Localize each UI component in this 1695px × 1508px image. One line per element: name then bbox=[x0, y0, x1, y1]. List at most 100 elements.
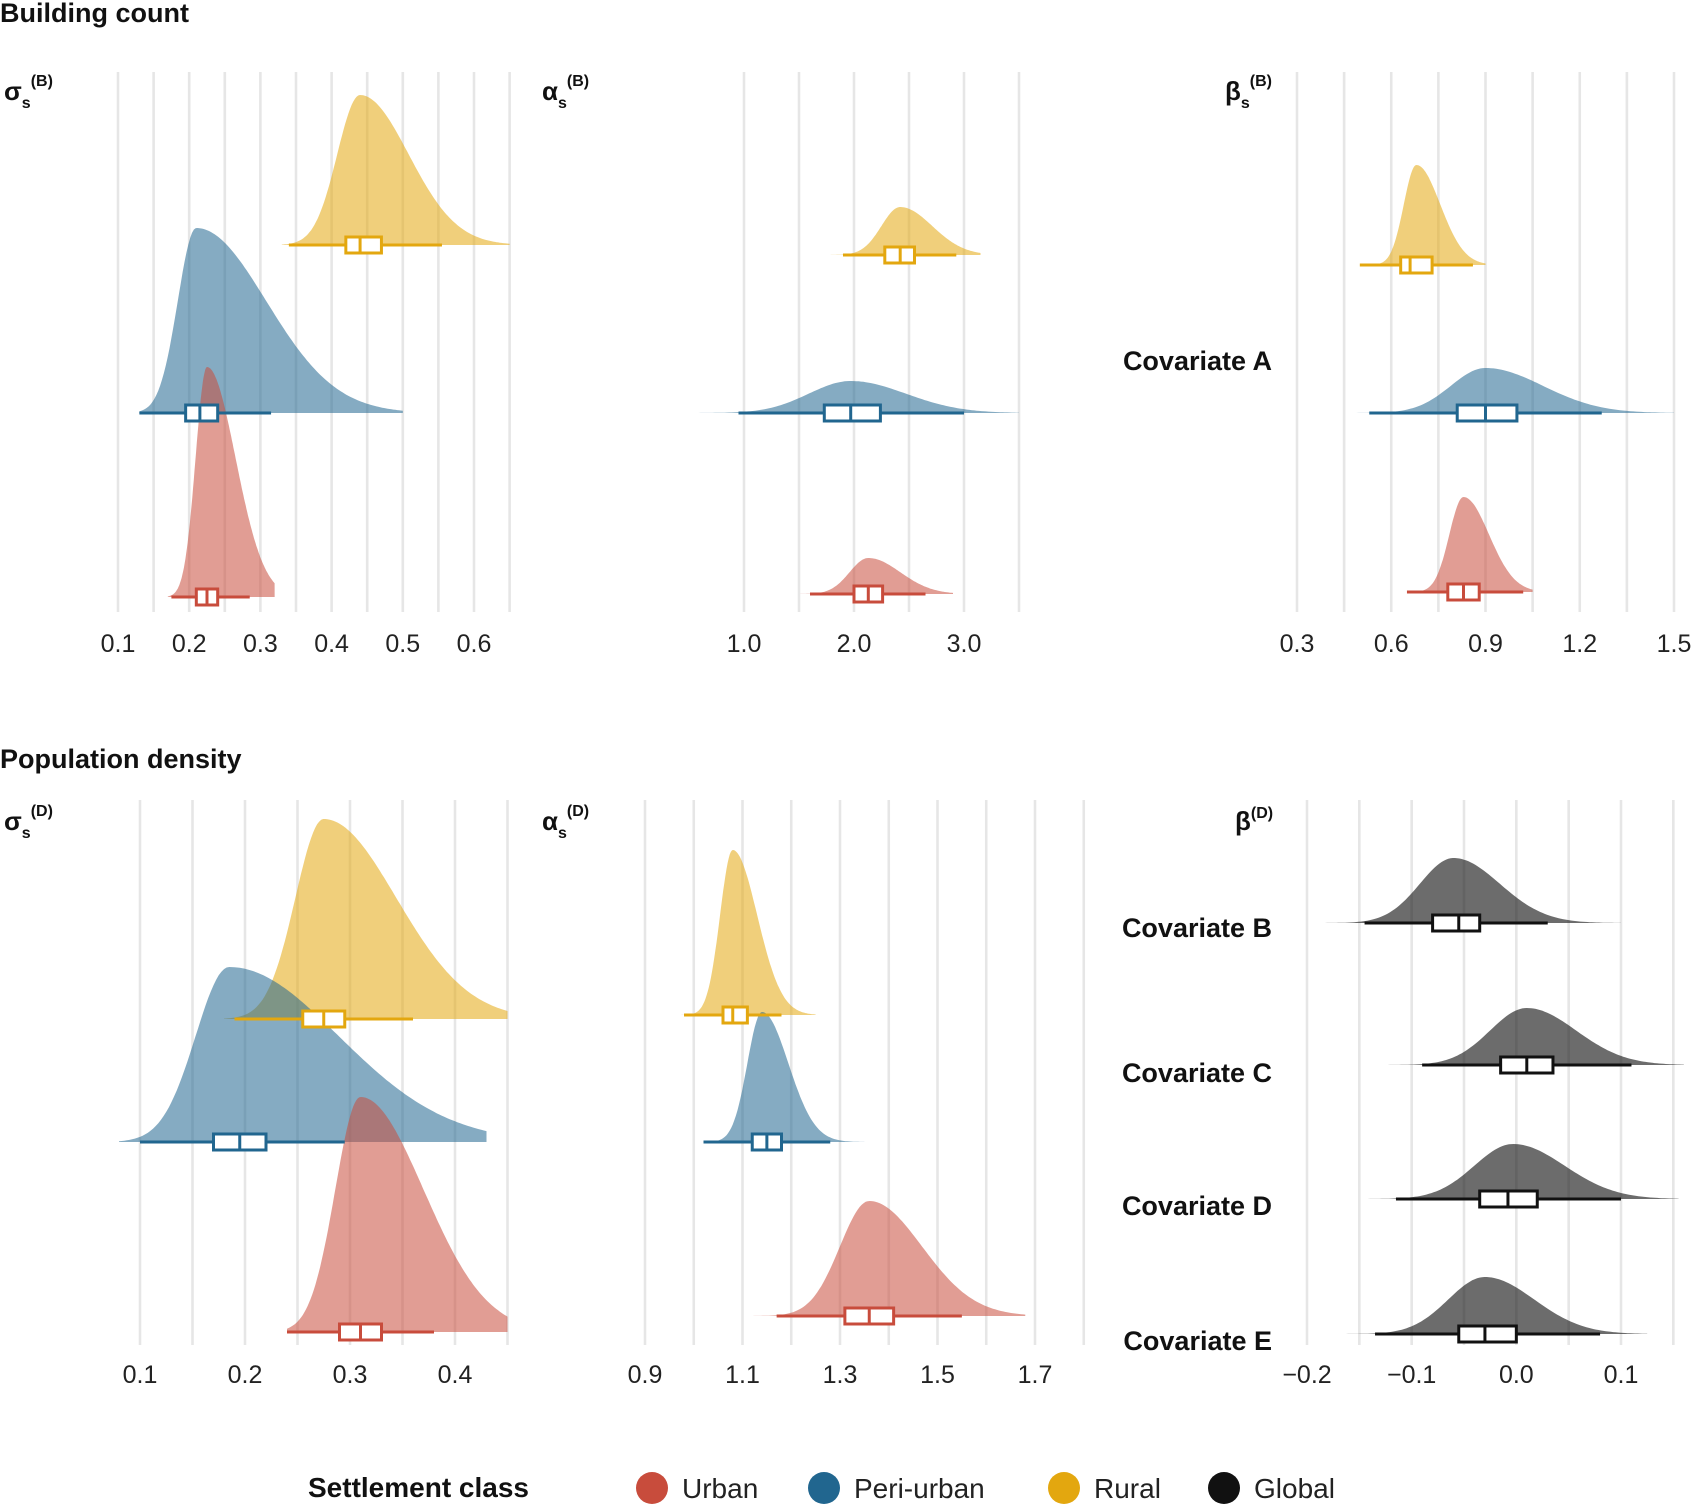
x-tick-label: 0.2 bbox=[172, 630, 207, 658]
density-global bbox=[1307, 858, 1621, 923]
panel-title: αs(B) bbox=[542, 73, 589, 112]
panel-title-sup: (B) bbox=[31, 73, 53, 90]
x-tick-label: 0.3 bbox=[333, 1361, 368, 1389]
legend-swatch-urban bbox=[636, 1472, 668, 1504]
x-tick-label: −0.1 bbox=[1387, 1361, 1436, 1389]
density-periurban bbox=[119, 967, 487, 1142]
density-periurban bbox=[139, 228, 403, 413]
density-periurban bbox=[689, 381, 1019, 413]
density-periurban bbox=[645, 1012, 865, 1142]
x-tick-label: 0.0 bbox=[1499, 1361, 1534, 1389]
legend-swatch-periurban bbox=[808, 1472, 840, 1504]
panel-3: 0.3 0.6 0.9 1.2 1.5 βs(B) Covariate A bbox=[1123, 72, 1691, 658]
x-tick-label: 1.1 bbox=[725, 1361, 760, 1389]
panel-title-sub: s bbox=[558, 825, 567, 842]
panel-5: 0.9 1.1 1.3 1.5 1.7 αs(D) bbox=[542, 800, 1086, 1389]
legend-label: Urban bbox=[682, 1473, 758, 1504]
panel-title-symbol: σ bbox=[4, 806, 22, 836]
panel-title-sub: s bbox=[22, 825, 31, 842]
x-tick-label: 0.5 bbox=[385, 630, 420, 658]
panel-title-sub: s bbox=[1241, 95, 1250, 112]
density-urban bbox=[788, 558, 953, 594]
x-tick-label: 0.6 bbox=[1374, 630, 1409, 658]
panel-title-sup: (D) bbox=[31, 803, 53, 820]
density-urban bbox=[742, 1201, 1026, 1316]
legend-label: Rural bbox=[1094, 1473, 1161, 1504]
density-global bbox=[1369, 1008, 1684, 1065]
panel-title: σs(D) bbox=[4, 803, 53, 842]
box-periurban bbox=[1455, 403, 1519, 423]
x-tick-label: 0.4 bbox=[438, 1361, 473, 1389]
x-tick-label: 1.0 bbox=[727, 630, 762, 658]
row-label: Covariate D bbox=[1122, 1191, 1272, 1221]
x-tick-label: 1.7 bbox=[1018, 1361, 1053, 1389]
box-rural bbox=[1399, 255, 1434, 275]
box-global bbox=[1457, 1324, 1518, 1344]
legend-swatch-global bbox=[1208, 1472, 1240, 1504]
panel-title-symbol: α bbox=[542, 76, 558, 106]
panel-title-sup: (D) bbox=[567, 803, 589, 820]
x-tick-label: 1.3 bbox=[823, 1361, 858, 1389]
x-tick-label: 0.3 bbox=[243, 630, 278, 658]
density-rural bbox=[224, 819, 508, 1019]
legend-label: Peri-urban bbox=[854, 1473, 985, 1504]
panel-title-symbol: β bbox=[1225, 76, 1241, 106]
x-tick-label: 0.6 bbox=[457, 630, 492, 658]
box-rural bbox=[721, 1005, 749, 1025]
row-label: Covariate C bbox=[1122, 1058, 1272, 1088]
x-tick-label: 2.0 bbox=[837, 630, 872, 658]
panel-title: αs(D) bbox=[542, 803, 589, 842]
panel-title-symbol: β bbox=[1235, 806, 1251, 836]
x-tick-label: −0.2 bbox=[1282, 1361, 1331, 1389]
panel-4: 0.1 0.2 0.3 0.4 σs(D) bbox=[4, 800, 509, 1389]
panel-6: −0.2 −0.1 0.0 0.1 β(D) Covariate B Covariate C… bbox=[1122, 800, 1684, 1389]
x-tick-label: 3.0 bbox=[947, 630, 982, 658]
row-label: Covariate A bbox=[1123, 346, 1272, 376]
panel-2: 1.0 2.0 3.0 αs(B) bbox=[542, 72, 1021, 658]
density-rural bbox=[281, 95, 510, 245]
panel-title-symbol: α bbox=[542, 806, 558, 836]
panel-title: β(D) bbox=[1235, 805, 1273, 836]
x-tick-label: 0.9 bbox=[1468, 630, 1503, 658]
section-title-building: Building count bbox=[0, 0, 189, 28]
row-label: Covariate E bbox=[1123, 1326, 1272, 1356]
panel-title-sup: (B) bbox=[1250, 73, 1272, 90]
box-rural bbox=[344, 235, 383, 255]
panel-title: σs(B) bbox=[4, 73, 53, 112]
density-urban bbox=[1391, 497, 1533, 592]
x-tick-label: 0.1 bbox=[101, 630, 136, 658]
x-tick-label: 0.3 bbox=[1280, 630, 1315, 658]
density-global bbox=[1307, 1277, 1648, 1334]
panel-title-sub: s bbox=[558, 95, 567, 112]
x-tick-label: 0.4 bbox=[314, 630, 349, 658]
x-tick-label: 0.2 bbox=[228, 1361, 263, 1389]
density-rural bbox=[821, 207, 981, 255]
panels: 0.1 0.2 0.3 0.4 0.5 0.6σs(B)1.0 2.0 3.0αs(B)0.3… bbox=[4, 72, 1691, 1389]
legend: Settlement class Urban Peri-urban Rural Glo… bbox=[308, 1472, 1335, 1504]
panel-title-sup: (B) bbox=[567, 73, 589, 90]
density-rural bbox=[1359, 165, 1486, 265]
legend-title: Settlement class bbox=[308, 1472, 529, 1503]
box-periurban bbox=[822, 403, 882, 423]
panel-1: 0.1 0.2 0.3 0.4 0.5 0.6 σs(B) bbox=[4, 72, 511, 658]
row-label: Covariate B bbox=[1122, 913, 1272, 943]
density-periurban bbox=[1297, 368, 1674, 413]
panel-title-symbol: σ bbox=[4, 76, 22, 106]
x-tick-label: 1.2 bbox=[1562, 630, 1597, 658]
panel-title: βs(B) bbox=[1225, 73, 1272, 112]
x-tick-label: 1.5 bbox=[1657, 630, 1692, 658]
density-rural bbox=[659, 850, 816, 1015]
legend-label: Global bbox=[1254, 1473, 1335, 1504]
legend-swatch-rural bbox=[1048, 1472, 1080, 1504]
panel-title-sup: (D) bbox=[1251, 805, 1273, 822]
x-tick-label: 0.9 bbox=[628, 1361, 663, 1389]
panel-title-sub: s bbox=[22, 95, 31, 112]
section-title-population: Population density bbox=[0, 744, 242, 774]
density-urban bbox=[167, 367, 275, 597]
density-urban bbox=[287, 1097, 508, 1332]
box-periurban bbox=[184, 403, 220, 423]
x-tick-label: 1.5 bbox=[920, 1361, 955, 1389]
density-global bbox=[1348, 1144, 1679, 1199]
x-tick-label: 0.1 bbox=[123, 1361, 158, 1389]
